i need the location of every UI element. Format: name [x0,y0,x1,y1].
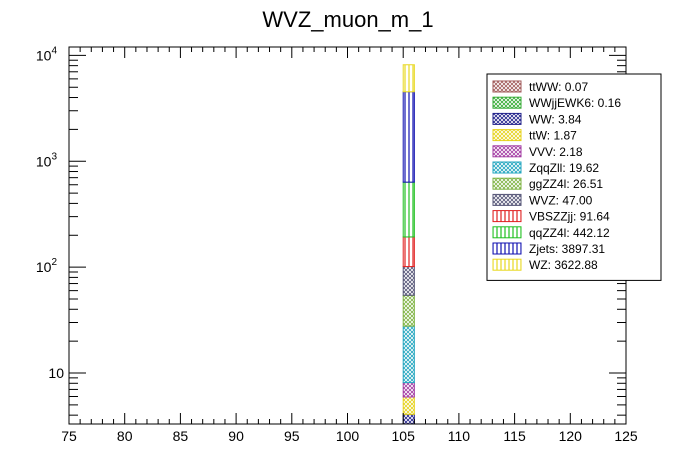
legend-swatch-WW [492,112,522,125]
legend-swatch-ttWW [492,80,522,93]
legend-swatch-ZqqZll [492,161,522,174]
x-tick-label: 95 [284,428,300,444]
x-tick-label: 90 [228,428,244,444]
legend-entry-ttW: ttW: 1.87 [529,129,577,143]
x-tick-label: 110 [448,428,471,444]
legend-swatch-Zjets [492,242,522,255]
legend-entry-qqZZ4l: qqZZ4l: 442.12 [529,226,610,240]
x-tick-label: 100 [336,428,360,444]
bar-WVZ [402,266,415,296]
y-tick-label: 104 [36,45,58,63]
legend-entry-WZ: WZ: 3622.88 [529,258,598,272]
legend-swatch-qqZZ4l [492,226,522,239]
x-axis: 75 80 85 90 95 100 105 110 115 120 125 [61,47,638,444]
bar-ttW [402,396,415,415]
x-tick-label: 120 [559,428,583,444]
x-tick-label: 80 [117,428,133,444]
bar-Zjets [402,91,415,183]
y-tick-label: 10 [48,365,64,381]
legend-swatch-ggZZ4l [492,177,522,190]
legend-entry-ttWW: ttWW: 0.07 [529,80,588,94]
x-tick-label: 105 [392,428,416,444]
legend-swatch-WWjjEWK6 [492,96,522,109]
legend-swatch-VBSZZjj [492,210,522,223]
legend-entry-ggZZ4l: ggZZ4l: 26.51 [529,177,603,191]
legend-entry-WVZ: WVZ: 47.00 [529,193,593,207]
bar-VVV [402,382,415,398]
legend-entry-VBSZZjj: VBSZZjj: 91.64 [529,210,610,224]
legend-entry-WWjjEWK6: WWjjEWK6: 0.16 [529,96,621,110]
legend-swatch-WZ [492,258,522,271]
x-tick-label: 125 [614,428,638,444]
bar-ggZZ4l [402,294,415,327]
legend-entry-ZqqZll: ZqqZll: 19.62 [529,161,599,175]
chart-title: WVZ_muon_m_1 [262,7,433,32]
x-tick-label: 75 [61,428,77,444]
y-tick-label: 103 [36,151,58,169]
legend-entry-VVV: VVV: 2.18 [529,145,583,159]
legend: ttWW: 0.07 WWjjEWK6: 0.16 WW: 3.84 ttW: 1.8… [486,73,662,281]
bar-WZ [402,64,415,93]
legend-swatch-VVV [492,145,522,158]
legend-entry-Zjets: Zjets: 3897.31 [529,242,605,256]
bar-WW [402,413,415,425]
legend-swatch-WVZ [492,193,522,206]
x-tick-label: 115 [503,428,526,444]
legend-swatch-ttW [492,129,522,142]
y-tick-label: 102 [36,257,58,275]
bar-VBSZZjj [402,236,415,268]
bar-ZqqZll [402,325,415,384]
x-tick-label: 85 [173,428,189,444]
bar-qqZZ4l [402,181,415,238]
bar-stack [402,64,415,425]
y-axis: 10 102 103 104 [36,45,626,416]
legend-entry-WW: WW: 3.84 [529,112,582,126]
